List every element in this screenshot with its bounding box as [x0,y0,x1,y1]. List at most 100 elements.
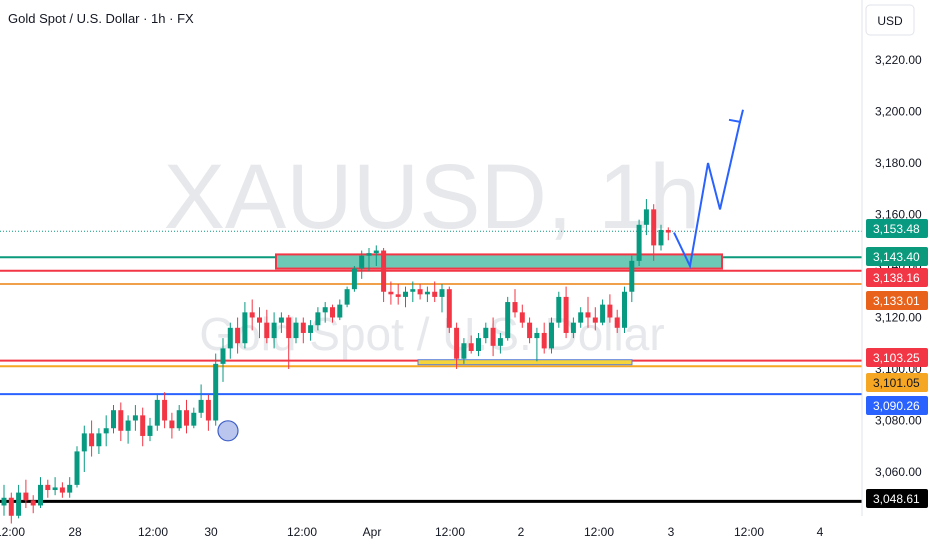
price-tag [866,348,928,367]
candle-body [176,410,182,429]
candle-body [227,327,233,349]
x-tick-label: 12:00 [287,525,317,539]
candle-body [52,487,58,491]
candle-body [286,317,292,339]
candle-body [439,289,445,297]
x-tick-label: 12:00 [734,525,764,539]
watermark-ticker: XAUUSD, 1h [164,146,701,248]
currency-button-label[interactable]: USD [877,14,903,28]
price-tag [866,219,928,238]
price-tag-label: 3,143.40 [873,250,920,264]
price-tags: 3,153.48 3,143.40 3,138.16 3,133.01 3,103.25… [866,219,928,508]
currency-button-frame[interactable] [865,4,915,36]
candle-body [410,289,416,292]
candle-body [278,317,284,323]
candle-body [600,304,606,323]
marker-circle[interactable] [217,420,239,442]
candle-body [81,433,87,452]
candle-body [497,338,503,346]
projection-arrow[interactable] [673,121,741,270]
candle-body [191,412,197,426]
candle-body [424,291,430,295]
candle-body [461,343,467,359]
x-tick-label: 2 [518,525,525,539]
candle-body [8,497,14,516]
x-tick-label: 12:00 [138,525,168,539]
candle-body [198,399,204,413]
candle-body [337,304,343,318]
candle-body [322,307,328,313]
candle-body [16,492,22,516]
candle-body [446,289,452,328]
candle-body [490,327,496,346]
candle-body [89,433,95,447]
candle-body [38,484,43,506]
candle-body [30,500,36,506]
support-zone[interactable] [417,359,633,366]
candle-body [169,420,175,429]
candle-body [162,399,168,421]
candle-body [67,484,73,493]
candle-body [154,399,160,426]
candle-body [636,224,642,261]
price-tag-label: 3,103.25 [873,351,920,365]
candle-body [205,399,211,421]
price-tag [866,291,928,310]
currency-button[interactable]: USD [865,4,915,36]
x-tick-label: 30 [204,525,218,539]
y-tick-label: 3,120.00 [875,311,922,325]
price-tag [866,396,928,415]
y-tick-label: 3,200.00 [875,105,922,119]
candle-body [505,302,511,339]
x-tick-label: 12:00 [0,525,25,539]
candles [1,199,671,524]
candle-body [658,229,664,246]
candle-body [549,322,554,349]
candle-body [293,322,299,339]
projection-arrow-head [728,109,744,123]
candle-body [140,415,146,436]
candle-body [103,428,109,434]
candle-body [578,312,584,323]
x-tick-label: 12:00 [584,525,614,539]
candle-body [132,415,138,421]
y-tick-label: 3,180.00 [875,156,922,170]
price-tag-label: 3,153.48 [873,222,920,236]
price-tag-label: 3,133.01 [873,294,920,308]
price-levels [0,230,862,503]
candle-body [359,255,365,269]
price-tag-label: 3,101.05 [873,376,920,390]
chart-title: Gold Spot / U.S. Dollar · 1h · FX [8,11,194,26]
candle-body [556,296,562,323]
x-tick-label: 12:00 [435,525,465,539]
resistance-zone[interactable] [275,253,723,270]
candle-body [147,425,153,436]
x-tick-label: Apr [363,525,382,539]
candle-body [585,312,591,318]
price-zones [275,253,723,366]
candle-body [541,332,547,349]
candle-body [220,348,226,364]
candle-body [643,209,649,225]
candle-body [45,484,51,491]
candle-body [242,312,248,344]
candle-body [534,332,540,339]
candle-body [366,253,372,256]
candle-body [330,307,335,318]
candle-body [184,410,189,426]
candle-body [213,363,219,421]
x-tick-label: 4 [817,525,824,539]
y-tick-label: 3,080.00 [875,414,922,428]
candle-body [563,296,569,333]
candle-body [249,312,255,318]
annotations [217,109,744,442]
candle-body [1,497,7,506]
candle-body [344,289,350,305]
price-tag [866,268,928,287]
x-tick-label: 28 [68,525,82,539]
candle-body [512,302,518,313]
price-tag [866,373,928,392]
candle-body [351,268,357,290]
